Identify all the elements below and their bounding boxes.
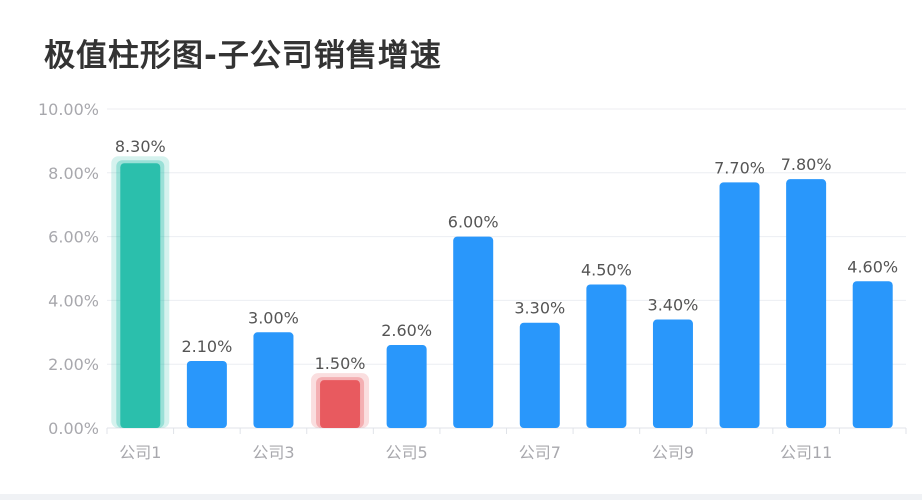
y-tick-label: 8.00% — [48, 164, 99, 183]
bar — [186, 361, 227, 428]
data-label: 2.60% — [381, 321, 432, 340]
y-tick-label: 2.00% — [48, 355, 99, 374]
bottom-divider — [0, 494, 922, 500]
data-label: 4.50% — [581, 260, 632, 279]
data-label: 4.60% — [847, 257, 898, 276]
y-tick-label: 6.00% — [48, 228, 99, 247]
bar — [519, 322, 560, 428]
y-tick-label: 0.00% — [48, 419, 99, 438]
data-label: 3.00% — [248, 308, 299, 327]
data-label: 7.80% — [781, 155, 832, 174]
bar — [852, 281, 893, 428]
x-tick-label: 公司9 — [652, 443, 694, 462]
x-tick-label: 公司3 — [252, 443, 294, 462]
y-tick-label: 4.00% — [48, 291, 99, 310]
bar — [719, 182, 760, 428]
bar — [586, 284, 627, 428]
bar — [320, 380, 361, 428]
data-label: 3.30% — [514, 299, 565, 318]
data-label: 2.10% — [181, 337, 232, 356]
data-label: 8.30% — [115, 137, 166, 156]
data-label: 1.50% — [315, 354, 366, 373]
bar — [120, 163, 161, 429]
chart-title: 极值柱形图-子公司销售增速 — [44, 38, 442, 74]
bar — [453, 236, 494, 428]
x-tick-label: 公司7 — [519, 443, 561, 462]
bar — [253, 332, 294, 428]
data-label: 7.70% — [714, 158, 765, 177]
data-label: 6.00% — [448, 213, 499, 232]
x-tick-label: 公司1 — [119, 443, 161, 462]
x-tick-label: 公司5 — [386, 443, 428, 462]
data-label: 3.40% — [648, 296, 699, 315]
y-tick-label: 10.00% — [38, 100, 99, 119]
x-tick-label: 公司11 — [780, 443, 832, 462]
bar — [386, 345, 427, 428]
bar — [652, 319, 693, 428]
bar — [786, 179, 827, 428]
